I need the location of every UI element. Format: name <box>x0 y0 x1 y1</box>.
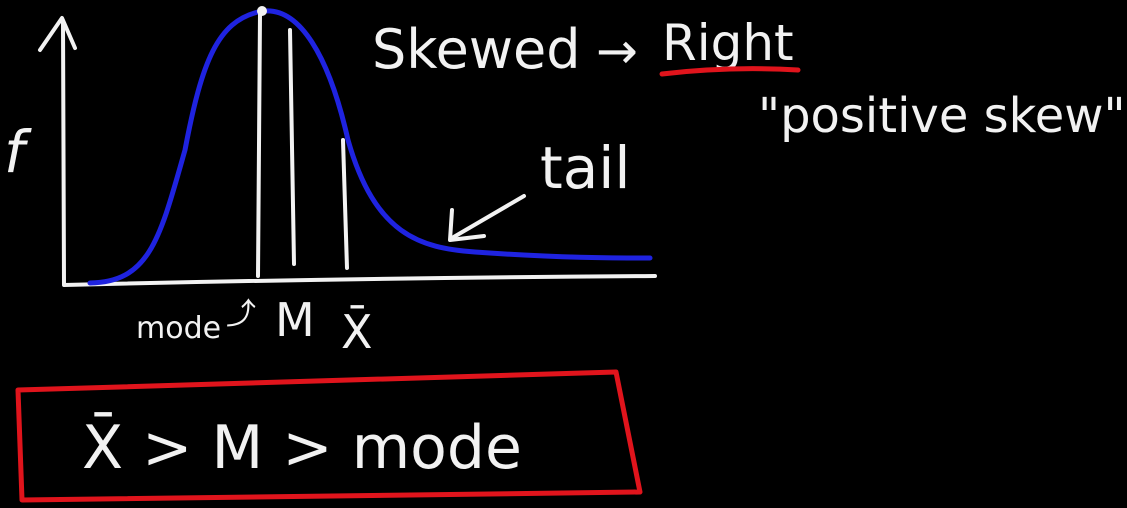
tail-note: tail <box>540 134 631 202</box>
median-line <box>288 28 296 266</box>
direction-underline <box>659 66 801 77</box>
mode-label: mode <box>136 311 221 346</box>
y-axis-line <box>61 20 66 286</box>
mean-label: X̄ <box>341 305 373 359</box>
mode-line <box>256 12 262 278</box>
y-axis-label: f <box>4 118 32 186</box>
tail-arrow <box>448 194 526 242</box>
y-axis-arrowhead <box>38 16 77 52</box>
x-axis-line <box>62 274 657 287</box>
axes <box>38 16 657 287</box>
inequality-text: X̄ > M > mode <box>82 411 522 483</box>
mode-pointer-arrow: ⤴ <box>226 297 256 332</box>
mean-line <box>341 138 349 270</box>
heading-arrow: → <box>596 22 638 80</box>
heading-skewed-word: Skewed <box>372 18 581 81</box>
distribution-curve <box>87 8 653 286</box>
heading-direction-word: Right <box>662 14 794 72</box>
subheading-text: "positive skew" <box>758 88 1126 144</box>
inequality-box <box>15 369 643 503</box>
median-label: M <box>275 293 315 347</box>
